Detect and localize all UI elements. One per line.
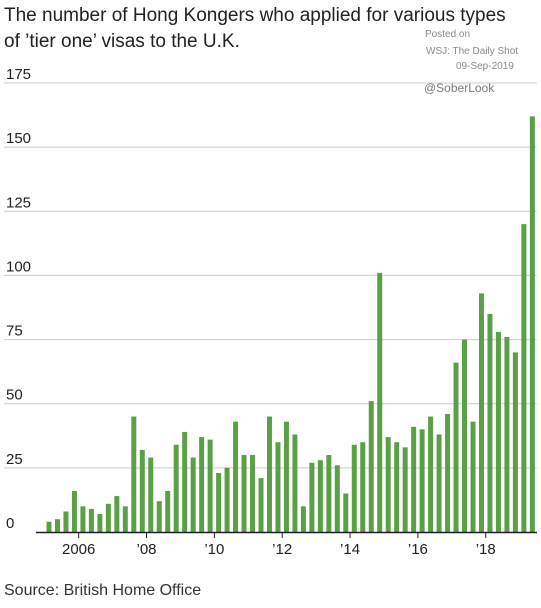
watermark-source: WSJ: The Daily Shot (426, 46, 519, 57)
bar (173, 444, 179, 532)
bar (445, 413, 451, 532)
gridlines: 0 25 50 75 100 125 150 175 (4, 66, 537, 532)
x-axis: 2006 ’08 ’10 ’12 ’14 ’16 ’18 (36, 531, 537, 558)
y-tick-label: 25 (6, 451, 23, 468)
bar (165, 490, 171, 532)
bar (317, 460, 323, 532)
bar (385, 437, 391, 532)
bar (224, 467, 230, 532)
bar (478, 293, 484, 532)
bar (504, 337, 510, 532)
bar (241, 455, 247, 532)
bar (462, 339, 468, 532)
x-tick-label: ’14 (340, 541, 360, 558)
bar (411, 426, 417, 532)
chart-title: The number of Hong Kongers who applied f… (4, 5, 506, 52)
bar (266, 416, 272, 532)
bar (148, 457, 154, 532)
x-tick-label: 2006 (62, 541, 95, 558)
bar (402, 447, 408, 532)
bar (419, 429, 425, 532)
x-tick-label: ’10 (204, 541, 224, 558)
bar (97, 514, 103, 532)
bar (326, 455, 332, 532)
bar (139, 449, 145, 532)
bar (309, 462, 315, 532)
bar (343, 493, 349, 532)
watermark-posted: Posted on (425, 29, 471, 40)
bar (233, 421, 239, 532)
bar (80, 506, 86, 532)
bar (131, 416, 137, 532)
y-tick-label: 75 (6, 323, 23, 340)
bar (199, 437, 205, 532)
bar (182, 431, 188, 532)
source-note: Source: British Home Office (4, 582, 202, 599)
bar (512, 352, 518, 532)
x-tick-label: ’18 (476, 541, 496, 558)
bar (207, 439, 213, 532)
y-tick-label: 175 (6, 66, 31, 83)
y-tick-label: 100 (6, 258, 31, 275)
y-tick-label: 50 (6, 387, 23, 404)
bars (46, 116, 535, 533)
bar (105, 503, 111, 532)
bar (368, 401, 374, 532)
x-tick-label: ’12 (272, 541, 292, 558)
bar (88, 508, 94, 532)
bar (377, 272, 383, 532)
bar (529, 116, 535, 532)
bar (190, 457, 196, 532)
y-tick-label: 150 (6, 130, 31, 147)
watermark-handle: @SoberLook (424, 81, 495, 95)
bar (495, 331, 501, 532)
bar (258, 478, 264, 532)
bar (487, 313, 493, 532)
bar (334, 465, 340, 532)
bar (275, 442, 281, 532)
bar (71, 490, 77, 532)
y-tick-label: 125 (6, 194, 31, 211)
bar (521, 224, 527, 533)
bar (453, 362, 459, 532)
bar (360, 442, 366, 532)
bar (300, 506, 306, 532)
bar (250, 455, 256, 532)
bar (46, 521, 52, 532)
bar (470, 421, 476, 532)
y-tick-label: 0 (6, 515, 14, 532)
bar (122, 506, 128, 532)
bar (428, 416, 434, 532)
bar (283, 421, 289, 532)
bar (436, 434, 442, 532)
bar (351, 444, 357, 532)
bar (63, 511, 69, 532)
x-tick-label: ’08 (137, 541, 157, 558)
bar (394, 442, 400, 532)
x-tick-label: ’16 (408, 541, 428, 558)
bar (54, 519, 60, 532)
watermark-date: 09-Sep-2019 (456, 61, 514, 72)
bar (292, 434, 298, 532)
bar (216, 472, 222, 532)
bar (156, 501, 162, 532)
bar (114, 496, 120, 532)
